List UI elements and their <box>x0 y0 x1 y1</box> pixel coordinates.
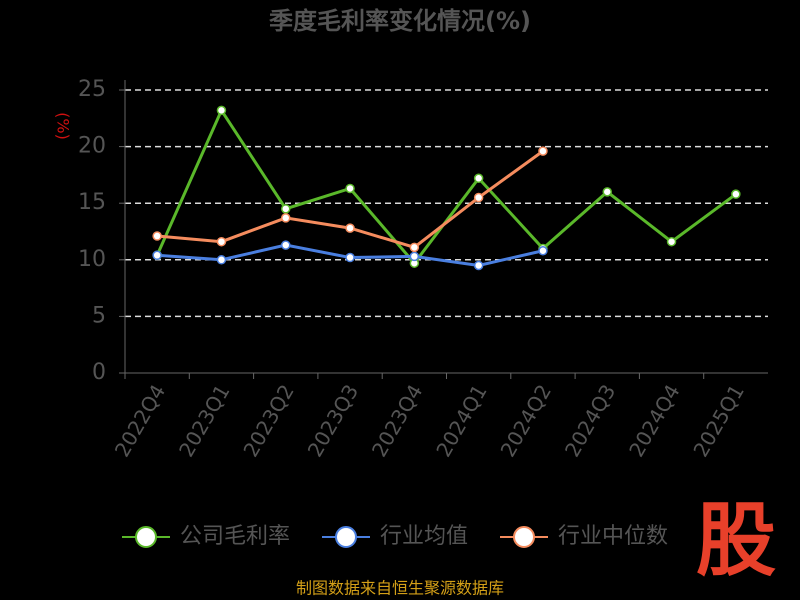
data-point <box>281 240 291 250</box>
data-point <box>216 105 227 116</box>
x-tick-label: 2024Q1 <box>431 380 491 461</box>
legend-label: 行业均值 <box>380 524 468 549</box>
series-line <box>157 149 544 250</box>
logo: 股 <box>696 494 776 587</box>
data-point <box>152 250 162 261</box>
y-tick-label: 20 <box>78 134 106 159</box>
x-tick-label: 2023Q4 <box>367 380 427 461</box>
data-point <box>216 255 227 265</box>
x-tick-label: 2024Q4 <box>624 380 684 461</box>
data-point <box>216 236 227 247</box>
chart-title: 季度毛利率变化情况(%) <box>269 7 531 35</box>
legend-label: 公司毛利率 <box>180 524 290 549</box>
y-tick-label: 5 <box>92 303 106 328</box>
data-point <box>345 223 355 233</box>
data-point <box>731 189 741 199</box>
data-point <box>666 236 677 247</box>
data-point <box>409 251 420 262</box>
data-point <box>473 173 484 184</box>
legend-marker <box>513 526 535 548</box>
data-point <box>152 231 162 241</box>
x-tick-label: 2022Q4 <box>110 380 170 461</box>
data-point <box>602 187 612 197</box>
y-tick-label: 10 <box>78 247 106 272</box>
x-tick-label: 2024Q3 <box>560 380 620 461</box>
y-tick-label: 0 <box>92 360 106 385</box>
data-point <box>538 146 548 156</box>
x-tick-label: 2023Q3 <box>303 380 363 461</box>
legend-marker <box>135 526 157 548</box>
x-tick-label: 2023Q1 <box>174 380 234 461</box>
data-point <box>473 192 484 203</box>
data-point <box>345 252 355 263</box>
x-tick-label: 2023Q2 <box>238 380 298 461</box>
data-point <box>409 242 420 253</box>
source-note: 制图数据来自恒生聚源数据库 <box>296 579 504 598</box>
data-point <box>281 213 291 223</box>
legend-label: 行业中位数 <box>558 524 668 549</box>
x-tick-label: 2025Q1 <box>688 380 748 461</box>
legend-marker <box>335 526 357 548</box>
series-line <box>155 107 737 266</box>
y-axis-label: (%) <box>54 112 73 140</box>
data-point <box>538 245 548 256</box>
data-point <box>345 183 355 194</box>
data-point <box>473 260 484 271</box>
y-tick-label: 25 <box>78 77 106 102</box>
y-tick-label: 15 <box>78 190 106 215</box>
x-tick-label: 2024Q2 <box>496 380 556 461</box>
data-point <box>281 204 291 214</box>
